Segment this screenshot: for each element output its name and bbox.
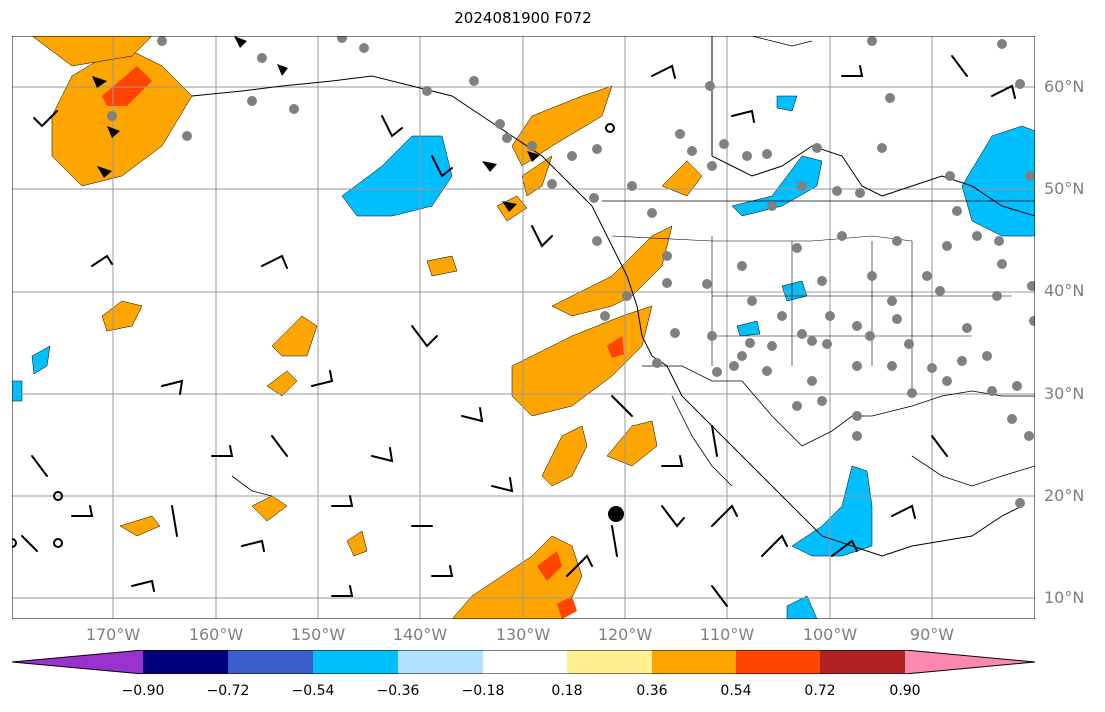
strong-positive-regions [102,66,624,619]
lon-label-140w: 140°W [392,625,448,644]
colorbar-tick-9: 0.72 [804,683,836,699]
colorbar-bin-4 [398,650,483,674]
colorbar-bin-3 [313,650,398,674]
colorbar-upper-extension [905,650,1035,674]
wind-flag-barbs [92,36,540,212]
graticule [12,36,1035,619]
lon-label-150w: 150°W [290,625,346,644]
lon-label-160w: 160°W [188,625,244,644]
station-markers [107,36,1035,508]
colorbar-bin-8 [736,650,820,674]
lon-label-90w: 90°W [909,625,955,644]
calm-markers [12,123,615,548]
lat-label-40n: 40°N [1044,281,1085,300]
colorbar-tick-1: −0.90 [121,683,165,699]
storm-center-marker [608,506,624,522]
colorbar-bin-7 [652,650,736,674]
colorbar-tick-7: 0.36 [636,683,668,699]
negative-anomaly-regions [12,95,1035,619]
lat-label-60n: 60°N [1044,77,1085,96]
lon-label-130w: 130°W [495,625,551,644]
colorbar-tick-4: −0.36 [376,683,420,699]
colorbar-tick-3: −0.54 [291,683,335,699]
lat-label-20n: 20°N [1044,486,1085,505]
colorbar-lower-extension [12,650,143,674]
lon-label-120w: 120°W [597,625,653,644]
colorbar-tick-8: 0.54 [720,683,752,699]
lat-label-10n: 10°N [1044,588,1085,607]
lon-label-170w: 170°W [85,625,141,644]
colorbar-bin-2 [228,650,313,674]
colorbar-bin-9 [820,650,905,674]
colorbar-tick-5: −0.18 [461,683,505,699]
forecast-map [12,36,1035,619]
lon-label-100w: 100°W [802,625,858,644]
lat-label-50n: 50°N [1044,179,1085,198]
colorbar-tick-10: 0.90 [889,683,921,699]
map-title: 2024081900 F072 [454,9,592,27]
colorbar-bin-1 [143,650,228,674]
colorbar-tick-6: 0.18 [551,683,583,699]
lon-label-110w: 110°W [699,625,755,644]
colorbar-bin-6 [567,650,652,674]
colorbar-bin-5 [483,650,567,674]
lat-label-30n: 30°N [1044,384,1085,403]
colorbar-tick-2: −0.72 [206,683,250,699]
wind-barbs [21,55,1016,607]
colorbar [12,650,1035,674]
